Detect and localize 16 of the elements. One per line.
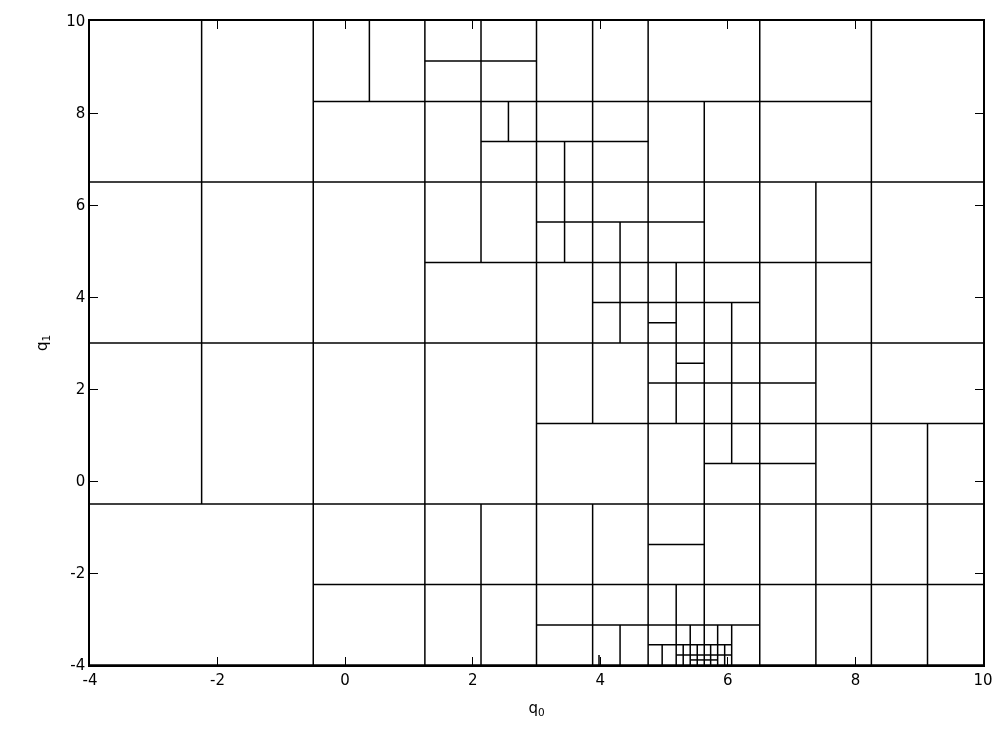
x-tick-label: 0 [340, 670, 350, 689]
y-tick-label: 8 [75, 104, 86, 123]
y-tick-label: 2 [75, 380, 86, 399]
x-tick-label: 6 [723, 670, 733, 689]
x-tick-label: 8 [850, 670, 861, 689]
x-tick-label: 2 [467, 670, 478, 689]
y-tick-label: 10 [66, 12, 86, 31]
x-tick-label: 4 [595, 670, 606, 689]
y-tick-label: 6 [75, 196, 86, 215]
x-axis-title: q$_{0}$ [528, 699, 545, 719]
y-tick-label: -2 [70, 564, 86, 583]
y-tick-label: 0 [75, 472, 86, 491]
x-tick-label: -2 [210, 670, 226, 689]
y-tick-label: 4 [75, 288, 86, 307]
x-tick-label: 10 [973, 670, 993, 689]
y-tick-label: -4 [70, 656, 86, 675]
